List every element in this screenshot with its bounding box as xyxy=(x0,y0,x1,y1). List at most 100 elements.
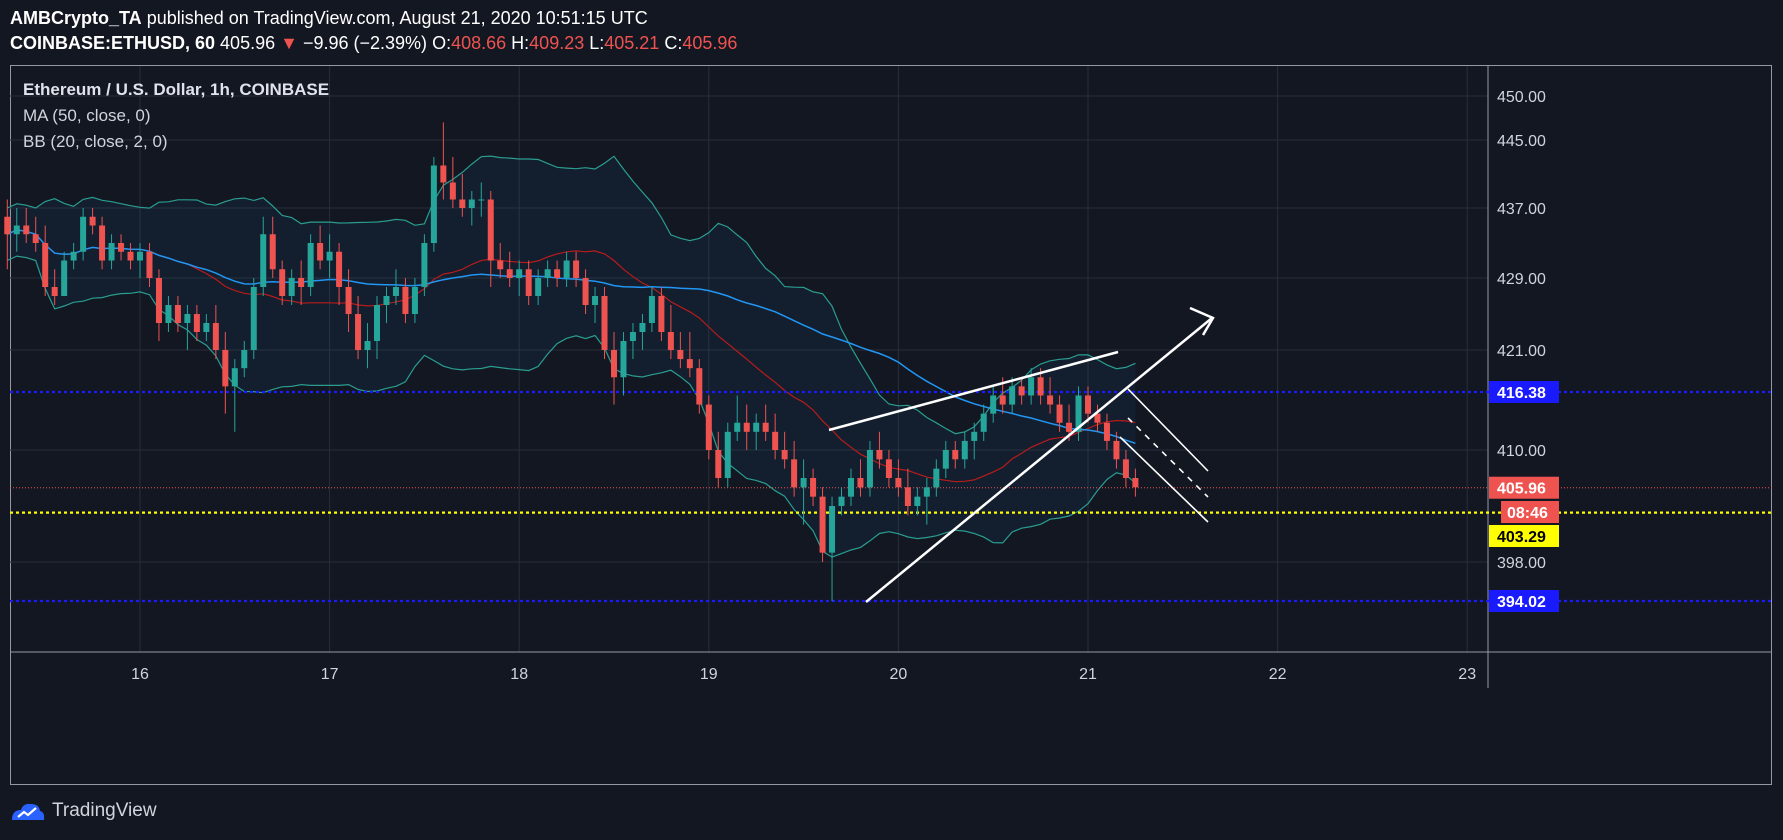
candle-body xyxy=(70,251,77,261)
candle-body xyxy=(193,314,200,332)
channel-lower-line xyxy=(1119,436,1209,523)
candle-body xyxy=(554,269,561,278)
candle-body xyxy=(1066,422,1073,432)
chart-frame[interactable] xyxy=(10,65,1772,785)
candle-body xyxy=(933,468,940,488)
last-price: 405.96 xyxy=(220,33,276,53)
candle-body xyxy=(1075,395,1082,432)
x-tick-label: 21 xyxy=(1079,666,1097,683)
candle-body xyxy=(317,243,324,261)
candle-body xyxy=(23,225,30,235)
symbol-label: COINBASE:ETHUSD, 60 xyxy=(10,33,216,53)
published-line: AMBCrypto_TA published on TradingView.co… xyxy=(10,8,648,29)
candle-body xyxy=(231,368,238,387)
bb-basis-line xyxy=(7,229,1136,483)
candle-body xyxy=(592,296,599,305)
candle-body xyxy=(971,431,978,441)
price-badge-label: 416.38 xyxy=(1497,385,1546,402)
candle-body xyxy=(895,478,902,488)
price-badge-label: 403.29 xyxy=(1497,529,1546,546)
arrow-head-icon xyxy=(1189,306,1215,336)
candle-body xyxy=(32,234,39,243)
wedge-upper-line xyxy=(828,350,1119,432)
candle-body xyxy=(923,487,930,497)
high-label: H: xyxy=(511,33,530,53)
close-value: 405.96 xyxy=(682,33,738,53)
price-badge xyxy=(1489,525,1559,547)
candle-body xyxy=(601,296,608,350)
candle-body xyxy=(734,422,741,432)
x-tick-label: 22 xyxy=(1269,666,1287,683)
candle-body xyxy=(810,478,817,497)
candle-body xyxy=(838,496,845,506)
candle-body xyxy=(174,305,181,323)
candle-body xyxy=(260,234,267,287)
candle-body xyxy=(497,260,504,270)
low-value: 405.21 xyxy=(604,33,660,53)
candle-body xyxy=(411,287,418,314)
candle-body xyxy=(355,314,362,350)
candle-body xyxy=(1113,440,1120,460)
candle-body xyxy=(762,422,769,432)
candle-body xyxy=(961,440,968,460)
candle-body xyxy=(705,404,712,450)
candle-body xyxy=(904,487,911,506)
bb-legend[interactable]: BB (20, close, 2, 0) xyxy=(23,132,168,151)
candle-body xyxy=(421,243,428,287)
countdown-badge xyxy=(1501,501,1559,523)
candle-body xyxy=(857,478,864,488)
candle-body xyxy=(620,341,627,378)
candle-body xyxy=(345,287,352,314)
candle-body xyxy=(269,234,276,270)
candle-body xyxy=(1094,413,1101,423)
candle-body xyxy=(288,278,295,296)
author-name[interactable]: AMBCrypto_TA xyxy=(10,8,142,28)
x-tick-label: 19 xyxy=(700,666,718,683)
candle-body xyxy=(829,506,836,553)
candle-body xyxy=(222,350,229,387)
close-label: C: xyxy=(664,33,683,53)
high-value: 409.23 xyxy=(529,33,585,53)
ma-legend[interactable]: MA (50, close, 0) xyxy=(23,106,151,125)
candle-body xyxy=(459,199,466,208)
candle-body xyxy=(61,260,68,296)
candle-body xyxy=(1028,377,1035,396)
candle-body xyxy=(866,450,873,488)
candle-body xyxy=(1122,459,1129,478)
candle-body xyxy=(212,323,219,350)
candle-body xyxy=(307,243,314,287)
x-tick-label: 20 xyxy=(890,666,908,683)
candle-body xyxy=(298,278,305,287)
y-tick-label: 450.00 xyxy=(1497,89,1546,106)
candle-body xyxy=(582,278,589,305)
candle-body xyxy=(715,450,722,478)
descending-channel xyxy=(1119,388,1209,523)
candle-body xyxy=(800,478,807,488)
candle-body xyxy=(127,251,134,261)
quote-line: COINBASE:ETHUSD, 60 405.96 ▼ −9.96 (−2.3… xyxy=(10,33,737,54)
candle-body xyxy=(819,496,826,553)
candle-body xyxy=(781,450,788,460)
candle-body xyxy=(1056,404,1063,423)
candle-body xyxy=(506,269,513,278)
candle-body xyxy=(544,269,551,278)
candle-body xyxy=(516,269,523,278)
change-value: −9.96 (−2.39%) xyxy=(302,33,428,53)
candle-body xyxy=(241,350,248,369)
countdown-label: 08:46 xyxy=(1507,505,1548,522)
candle-body xyxy=(639,323,646,332)
footer-brand[interactable]: TradingView xyxy=(10,800,157,822)
price-badge xyxy=(1489,381,1559,403)
published-text: published on TradingView.com, August 21,… xyxy=(146,8,648,28)
x-tick-label: 18 xyxy=(510,666,528,683)
candle-body xyxy=(772,431,779,450)
candle-body xyxy=(942,450,949,469)
candle-body xyxy=(876,450,883,460)
candle-body xyxy=(696,368,703,405)
candle-body xyxy=(279,269,286,296)
candle-body xyxy=(440,165,447,183)
candle-body xyxy=(914,496,921,506)
y-tick-label: 429.00 xyxy=(1497,271,1546,288)
candle-body xyxy=(487,199,494,261)
